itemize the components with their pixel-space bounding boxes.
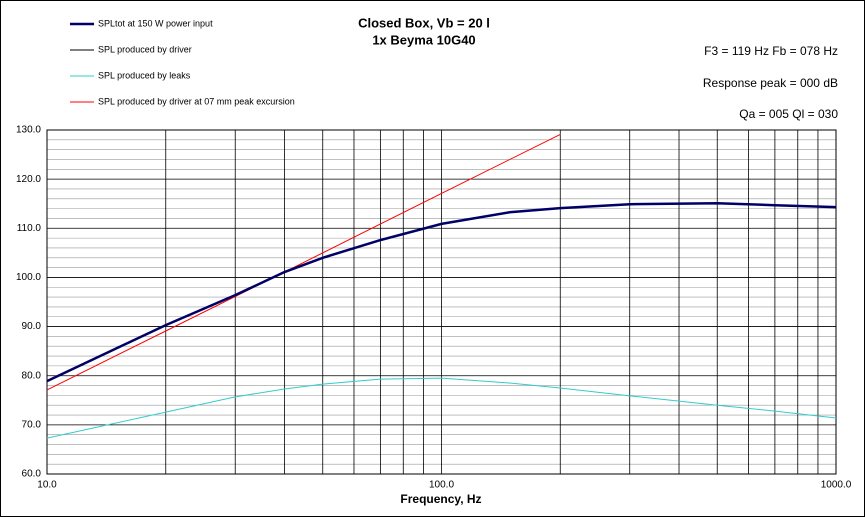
- y-tick-label: 100.0: [16, 272, 41, 283]
- y-tick-label: 110.0: [17, 223, 42, 234]
- x-tick-label: 100.0: [429, 480, 454, 491]
- legend-label: SPLtot at 150 W power input: [98, 18, 213, 28]
- legend-label: SPL produced by leaks: [98, 70, 191, 80]
- y-tick-label: 60.0: [22, 469, 42, 480]
- y-tick-label: 80.0: [22, 370, 42, 381]
- x-tick-label: 1000.0: [821, 480, 852, 491]
- chart-subtitle: 1x Beyma 10G40: [372, 32, 475, 47]
- annotation: Qa = 005 Ql = 030: [739, 107, 838, 121]
- legend-label: SPL produced by driver: [98, 44, 192, 54]
- y-tick-label: 90.0: [22, 321, 42, 332]
- y-tick-label: 130.0: [16, 125, 41, 136]
- annotation: Response peak = 000 dB: [703, 76, 838, 90]
- x-tick-label: 10.0: [37, 480, 57, 491]
- y-tick-label: 120.0: [16, 174, 41, 185]
- series-line: [46, 377, 837, 439]
- y-tick-label: 70.0: [22, 419, 42, 430]
- chart-title: Closed Box, Vb = 20 l: [358, 15, 490, 30]
- annotation: F3 = 119 Hz Fb = 078 Hz: [704, 44, 838, 58]
- legend-label: SPL produced by driver at 07 mm peak exc…: [98, 96, 295, 106]
- x-axis-label: Frequency, Hz: [400, 492, 481, 506]
- series-line: [46, 201, 837, 383]
- plot-border: [46, 129, 837, 475]
